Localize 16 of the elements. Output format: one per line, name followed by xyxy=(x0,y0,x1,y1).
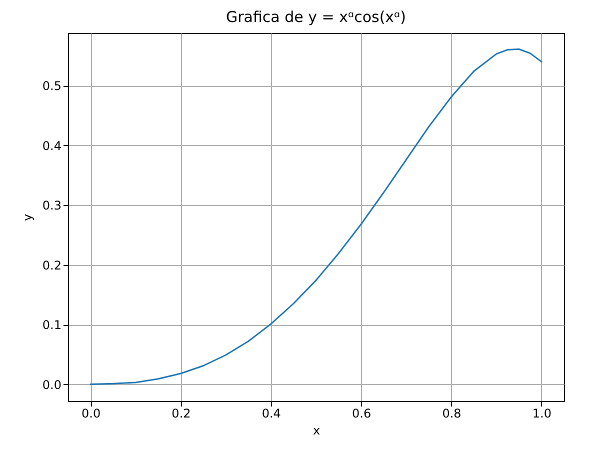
line-series xyxy=(90,48,542,386)
x-tick-label: 1.0 xyxy=(532,406,552,420)
x-tick-label: 0.8 xyxy=(442,406,462,420)
y-tick-label: 0.3 xyxy=(42,198,62,213)
x-tick-label: 0.2 xyxy=(172,406,191,420)
y-tick-label: 0.1 xyxy=(42,318,62,332)
y-axis-title: y xyxy=(20,214,34,222)
y-tick-label: 0.0 xyxy=(42,378,62,392)
y-tick-label: 0.5 xyxy=(42,79,62,94)
x-tick-label: 0.6 xyxy=(352,406,372,420)
y-tick-label: 0.4 xyxy=(42,138,62,153)
chart-title: Grafica de y = xᵅcos(xᵅ) xyxy=(226,8,406,26)
x-tick-label: 0.4 xyxy=(262,406,281,420)
y-tick-label: 0.2 xyxy=(42,258,62,272)
x-tick-label: 0.0 xyxy=(82,406,101,420)
x-axis-title: x xyxy=(312,424,320,438)
